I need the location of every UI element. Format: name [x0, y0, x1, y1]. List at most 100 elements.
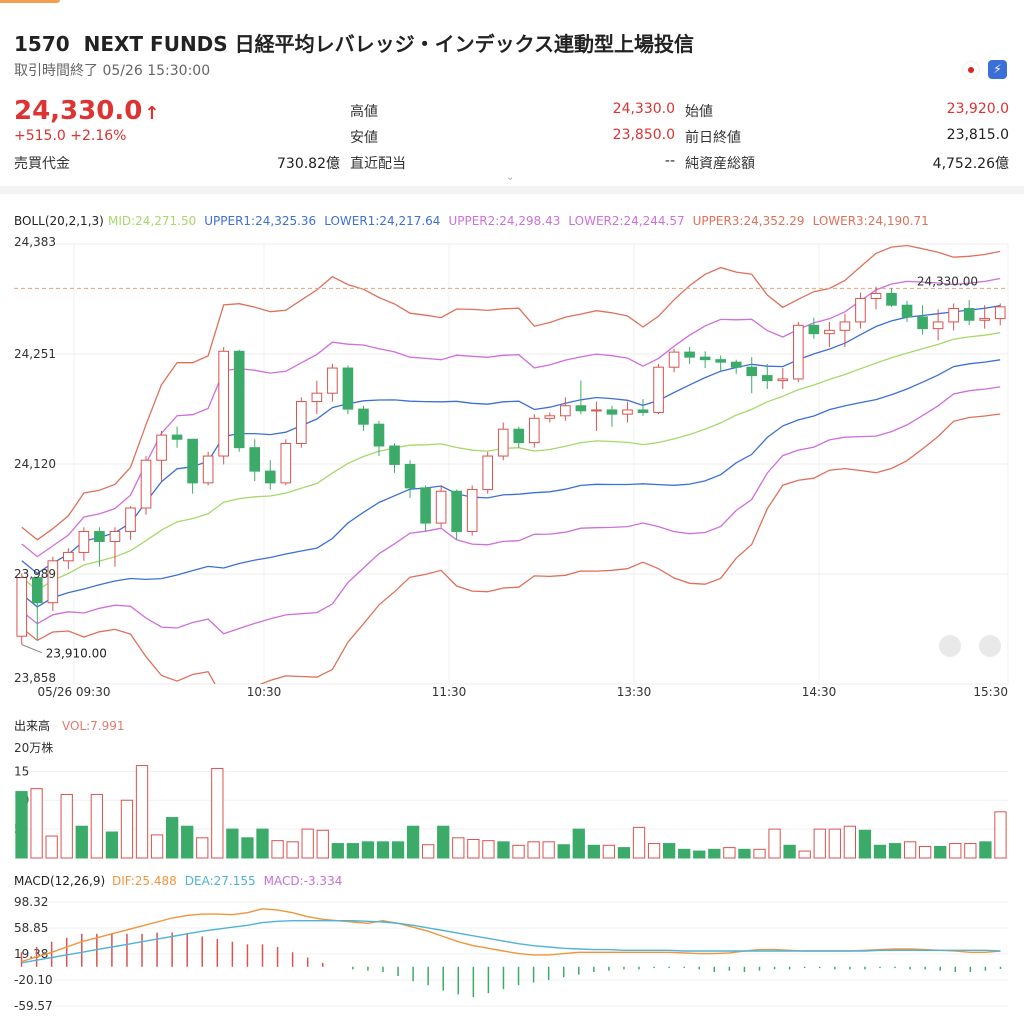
macd-tick-label: 98.32: [14, 895, 48, 909]
candle: [202, 451, 214, 486]
candle: [761, 363, 773, 389]
candle: [249, 439, 261, 482]
boll-legend-item: LOWER3:24,190.71: [813, 214, 929, 228]
volume-bar: [527, 841, 540, 859]
volume-bar: [843, 825, 857, 859]
chart-area[interactable]: BOLL(20,2,1,3) MID:24,271.50 UPPER1:24,32…: [0, 194, 1024, 1024]
macd-values: DIF:25.488 DEA:27.155 MACD:-3.334: [112, 874, 342, 888]
volume-bar: [557, 844, 570, 859]
y-tick-label: 24,383: [14, 235, 56, 249]
x-tick-label: 11:30: [432, 685, 467, 699]
boll-mid-line: [21, 332, 1001, 591]
macd-legend-item: DEA:27.155: [185, 874, 256, 888]
zoom-buttons[interactable]: [939, 635, 1001, 657]
open-value: 23,920.0: [946, 101, 1009, 117]
dividend-label: 直近配当: [350, 156, 406, 172]
candle: [994, 303, 1006, 326]
price-change: +515.0 +2.16%: [14, 128, 127, 144]
boll-values: MID:24,271.50 UPPER1:24,325.36 LOWER1:24,2…: [108, 214, 929, 228]
volume-title: 出来高: [14, 718, 50, 733]
volume-bar: [120, 799, 134, 859]
volume-bar: [964, 843, 977, 859]
candle: [575, 380, 587, 415]
volume-bar: [934, 845, 947, 859]
current-price: 24,330.0 ↑: [14, 96, 159, 126]
volume-bar: [783, 844, 796, 859]
volume-bar: [437, 825, 450, 859]
boll-upper1-line: [21, 304, 1001, 575]
jump-back-icon[interactable]: [979, 635, 1001, 657]
dea-line: [21, 920, 1001, 964]
candle: [622, 401, 633, 423]
y-tick-label: 23,989: [14, 567, 56, 581]
candle: [373, 420, 385, 457]
volume-bar: [919, 845, 932, 859]
candle: [342, 365, 354, 415]
high-value: 24,330.0: [612, 101, 675, 117]
volume-tick-label: 15: [14, 764, 29, 778]
candle: [466, 485, 478, 536]
candle: [280, 439, 292, 486]
low-mark-pointer: [21, 644, 42, 654]
candle: [948, 303, 959, 331]
candle: [451, 489, 462, 540]
volume-bar: [753, 848, 766, 859]
candle: [327, 363, 338, 402]
boll-legend-item: UPPER3:24,352.29: [693, 214, 805, 228]
stock-name: NEXT FUNDS 日経平均レバレッジ・インデックス連動型上場投信: [83, 32, 695, 56]
prev-close-label: 前日終値: [685, 130, 741, 146]
volume-unit: 20万株: [14, 740, 53, 755]
arrow-up-icon: ↑: [144, 103, 160, 124]
low-value: 23,850.0: [612, 127, 675, 143]
y-tick-label: 24,120: [14, 457, 56, 471]
volume-bar: [271, 840, 284, 859]
volume-bar: [497, 841, 510, 859]
boll-lower1-line: [21, 359, 1001, 608]
candle: [420, 485, 431, 532]
volume-bar: [828, 828, 841, 859]
candle: [886, 288, 897, 307]
volume-bar: [903, 841, 917, 859]
volume-bar: [75, 825, 88, 859]
macd-legend-item: MACD:-3.334: [264, 874, 343, 888]
candle: [963, 300, 975, 326]
volume-bar: [361, 841, 375, 859]
candle: [125, 506, 136, 540]
volume-bar: [105, 831, 119, 859]
volume-bar: [979, 841, 992, 859]
candle: [264, 460, 276, 490]
indicator-settings-icon[interactable]: ⚡: [988, 60, 1007, 79]
volume-bar: [738, 848, 751, 859]
volume-bar: [949, 843, 962, 859]
volume-bar: [632, 826, 646, 859]
volume-bar: [241, 837, 254, 859]
boll-upper2-line: [21, 277, 1001, 558]
page-title: 1570 NEXT FUNDS 日経平均レバレッジ・インデックス連動型上場投信: [14, 28, 694, 57]
boll-legend-item: UPPER1:24,325.36: [204, 214, 316, 228]
volume-bar: [90, 793, 103, 859]
volume-bar: [693, 850, 706, 859]
volume-bar: [602, 844, 616, 859]
candle: [109, 527, 121, 567]
volume-bar: [316, 829, 329, 859]
stock-code: 1570: [14, 32, 70, 56]
volume-bar: [542, 841, 555, 859]
chevron-down-icon[interactable]: ⌄: [506, 172, 515, 183]
zoom-reset-icon[interactable]: [939, 635, 961, 657]
volume-bar: [391, 841, 405, 859]
section-divider: [0, 186, 1024, 194]
candle: [637, 399, 649, 416]
candle: [482, 451, 494, 494]
bollinger-bands: 24,330.00: [14, 244, 1008, 684]
x-tick-label: 13:30: [617, 685, 652, 699]
macd-tick-label: -20.10: [14, 973, 53, 987]
japan-flag-icon: [962, 61, 980, 79]
candle: [730, 359, 742, 374]
candle: [187, 438, 198, 494]
candle: [156, 430, 167, 482]
volume-bar: [587, 844, 600, 859]
volume-bar: [331, 843, 344, 859]
volume-bar: [873, 844, 887, 859]
x-tick-label: 05/26 09:30: [38, 685, 111, 699]
candle: [606, 405, 618, 427]
